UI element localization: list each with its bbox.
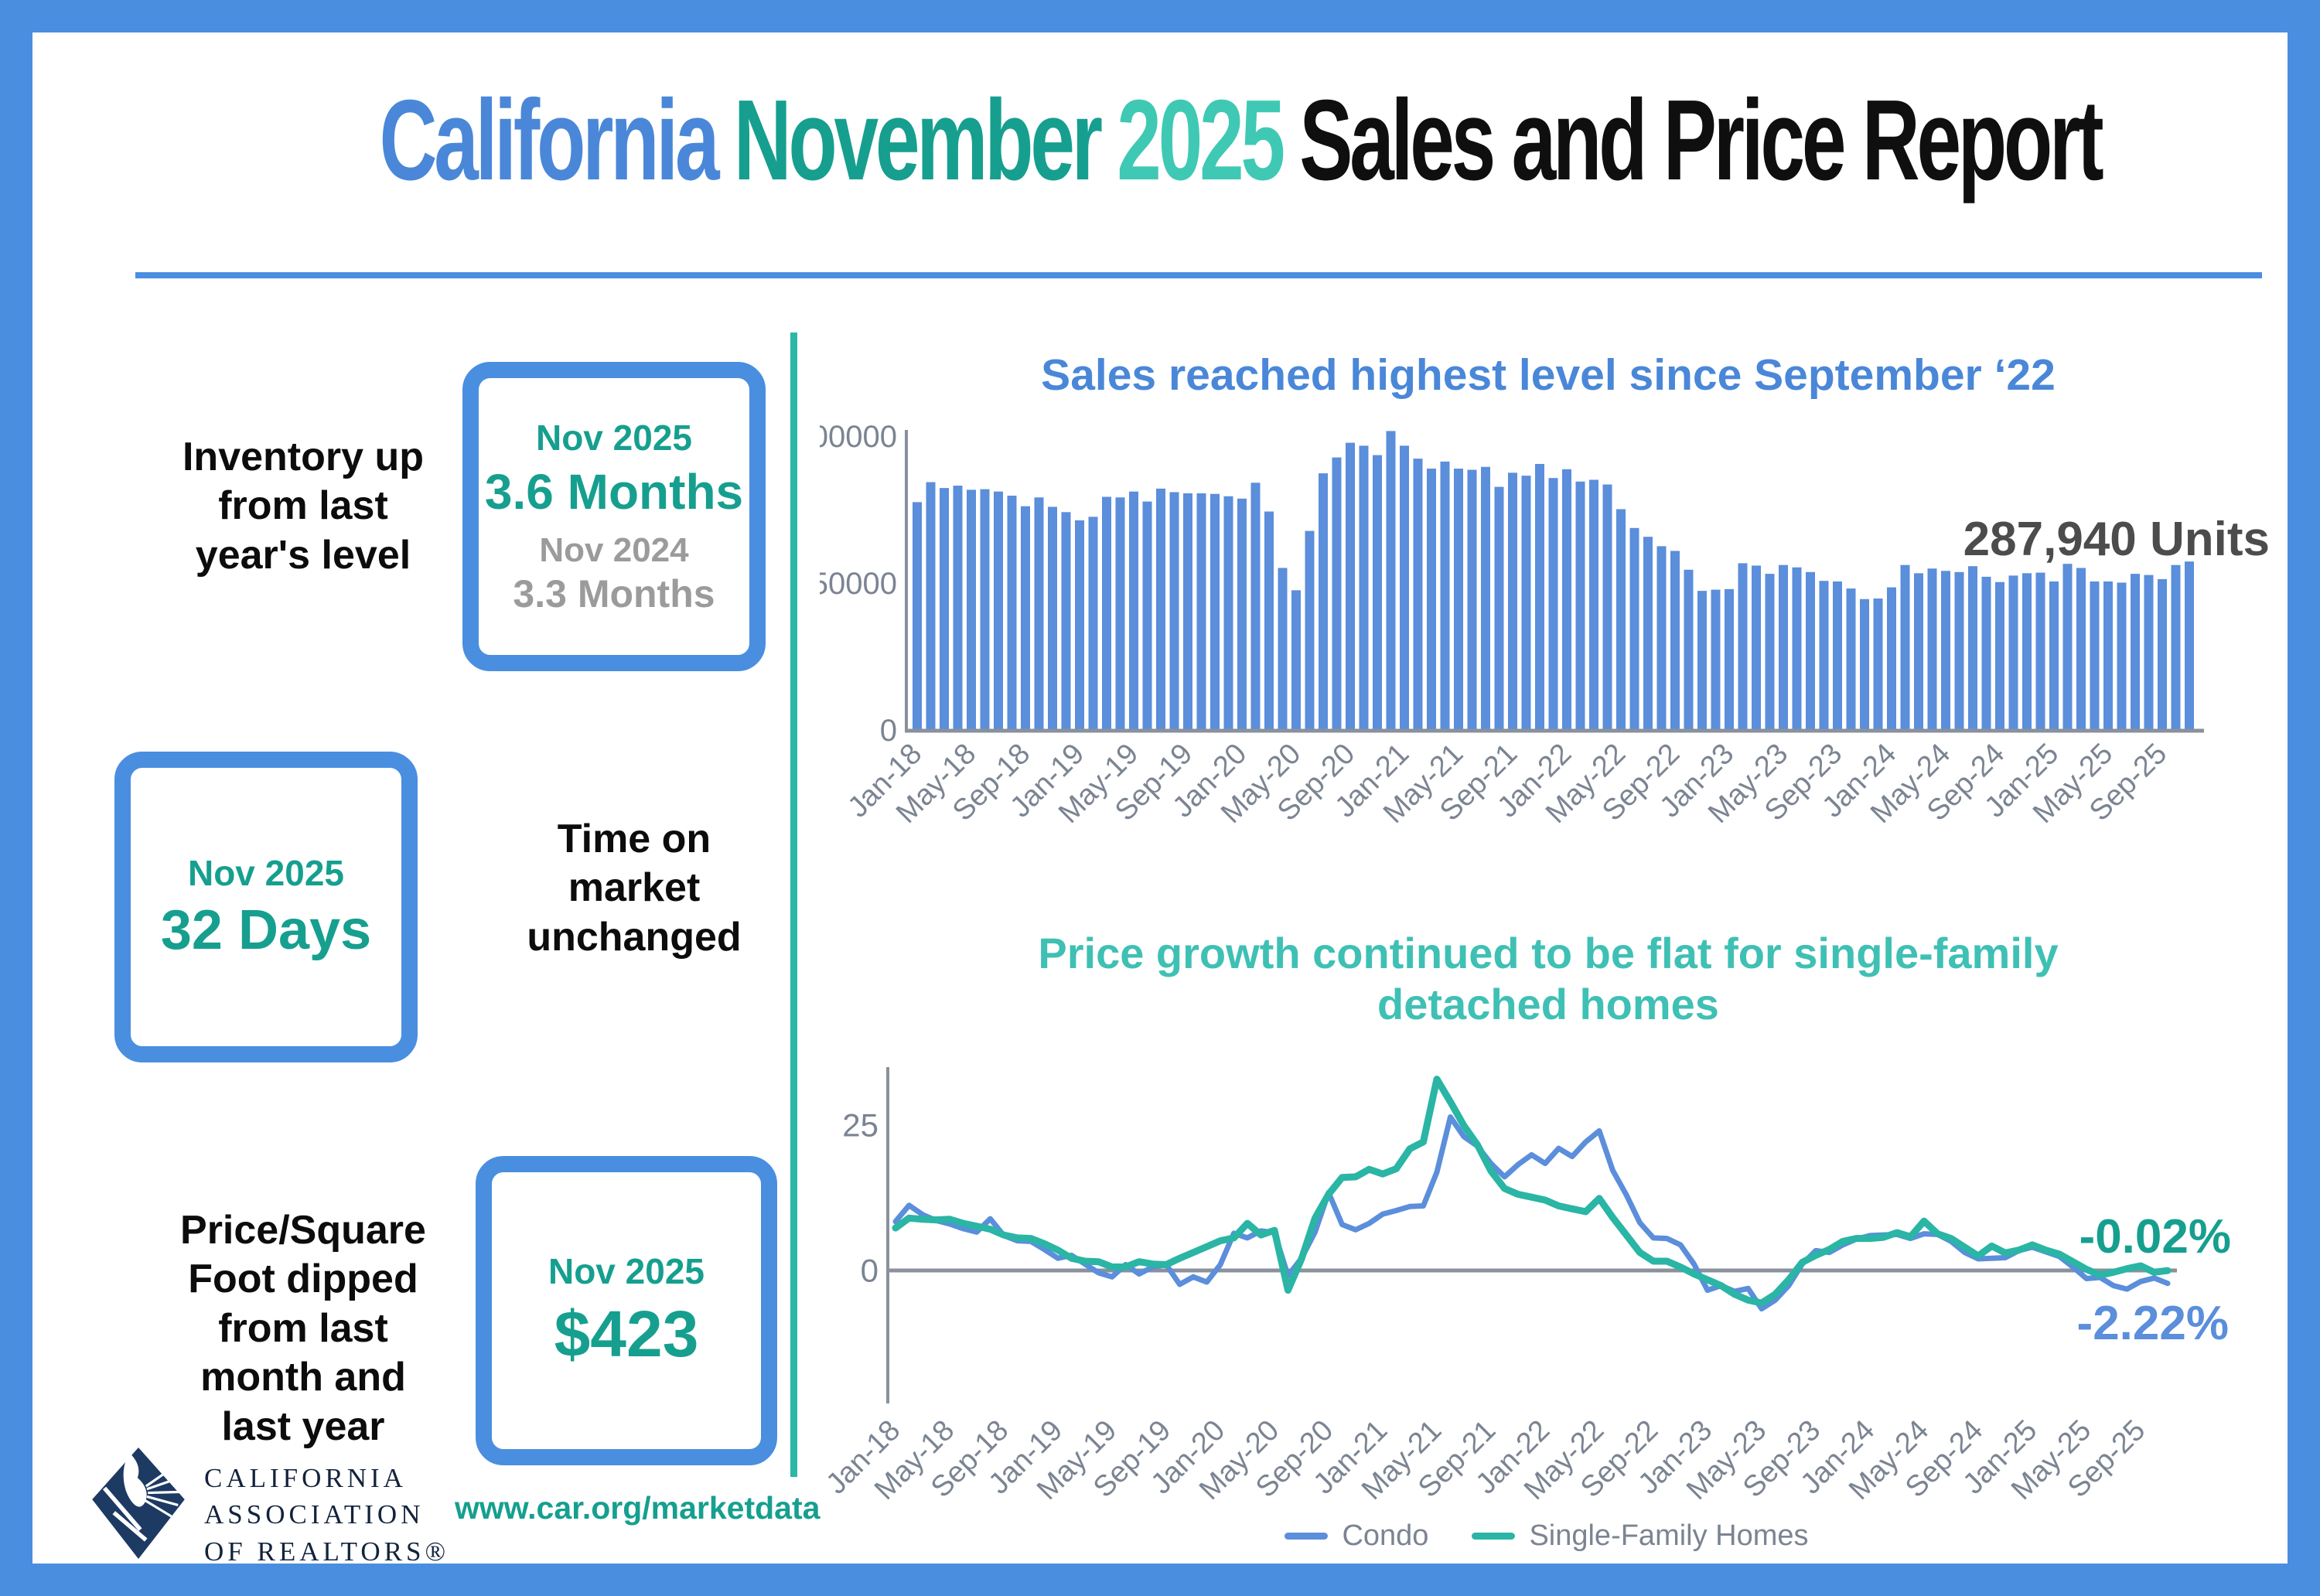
legend-item-condo: Condo [1285,1519,1428,1553]
car-logo-icon [92,1448,185,1559]
vertical-section-divider [790,332,797,1477]
price-chart-legend: Condo Single-Family Homes [889,1519,2204,1553]
inventory-period: Nov 2025 [535,418,692,458]
price-sqft-value: $423 [554,1297,699,1370]
svg-text:0: 0 [880,714,897,748]
sfh-line-swatch [1472,1533,1516,1540]
price-line-chart: 025Jan-18May-18Sep-18Jan-19May-19Sep-19J… [820,1067,2177,1506]
condo-end-annotation: -2.22% [2076,1297,2229,1350]
sales-bar-chart: 0250000500000Jan-18May-18Sep-18Jan-19May… [820,420,2204,830]
page-title: California November 2025 Sales and Price Re… [370,75,2104,206]
time-on-market-stat-box: Nov 2025 32 Days [114,752,418,1062]
inventory-prev-period: Nov 2024 [539,531,689,569]
sales-chart-title: Sales reached highest level since Septem… [1041,350,2056,400]
inventory-value: 3.6 Months [484,464,744,520]
report-canvas: California November 2025 Sales and Price Re… [32,32,2288,1564]
time-on-market-period: Nov 2025 [187,853,344,893]
price-sqft-stat-box: Nov 2025 $423 [476,1156,777,1465]
price-chart-title: Price growth continued to be flat for si… [1038,929,2059,1029]
legend-label-condo: Condo [1342,1519,1429,1552]
svg-text:0: 0 [861,1253,879,1289]
title-word-report: Sales and Price Report [1299,77,2103,204]
condo-line-swatch [1285,1533,1329,1540]
inventory-prev-value: 3.3 Months [513,572,715,616]
title-word-month: November [733,77,1103,204]
price-sqft-period: Nov 2025 [548,1250,705,1291]
legend-item-sfh: Single-Family Homes [1472,1519,1809,1553]
title-divider-rule [135,272,2262,278]
svg-text:250000: 250000 [820,567,897,601]
svg-text:25: 25 [842,1107,879,1144]
inventory-label: Inventory up from last year's level [182,435,425,578]
time-on-market-value: 32 Days [160,899,372,961]
title-word-year: 2025 [1117,77,1285,204]
inventory-stat-box: Nov 2025 3.6 Months Nov 2024 3.3 Months [462,362,766,671]
svg-text:500000: 500000 [820,420,897,454]
title-word-california: California [379,77,720,204]
price-sqft-label: Price/Square Foot dipped from last month… [180,1208,426,1449]
units-annotation: 287,940 Units [1963,513,2270,566]
sfh-end-annotation: -0.02% [2079,1210,2231,1264]
legend-label-sfh: Single-Family Homes [1529,1519,1809,1552]
car-logo-wordmark: CALIFORNIA ASSOCIATION OF REALTORS® [204,1463,450,1564]
time-on-market-label: Time on market unchanged [527,817,742,960]
marketdata-url[interactable]: www.car.org/marketdata [455,1490,821,1526]
